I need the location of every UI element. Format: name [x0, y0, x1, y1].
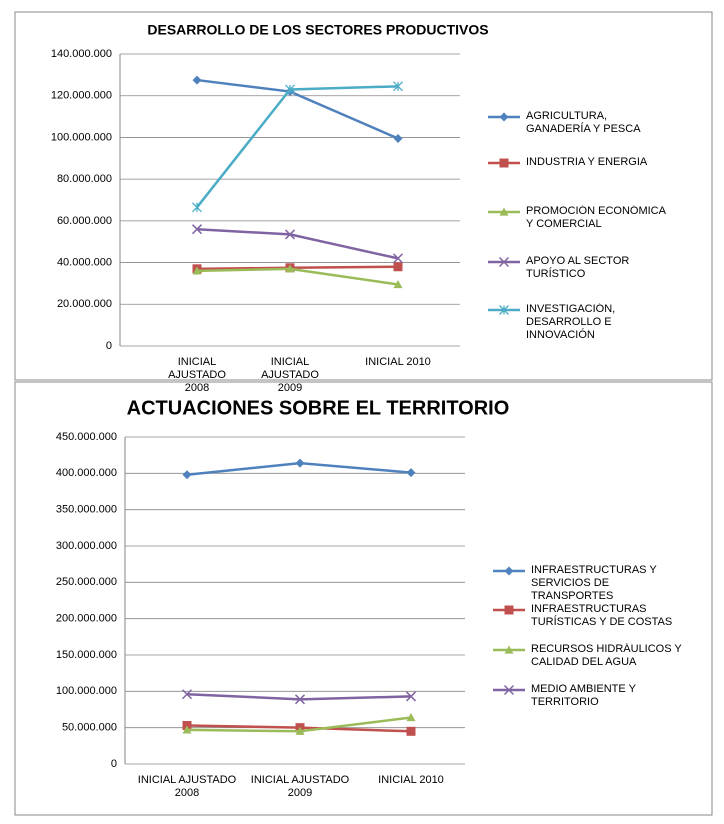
- x-tick-label: INICIAL AJUSTADO 2008: [168, 356, 226, 394]
- marker: [393, 81, 403, 92]
- legend-marker: [499, 158, 509, 168]
- y-tick-label: 20.000.000: [57, 298, 112, 310]
- y-tick-label: 120.000.000: [51, 90, 112, 102]
- legend-marker: [504, 605, 514, 615]
- chart-frame: [14, 11, 713, 381]
- legend-label-box: PROMOCIÓN ECONÓMICA Y COMERCIAL: [526, 205, 666, 230]
- chart-title: DESARROLLO DE LOS SECTORES PRODUCTIVOS: [147, 22, 488, 38]
- legend-label: PROMOCIÓN ECONÓMICA Y COMERCIAL: [526, 205, 666, 230]
- marker: [181, 689, 193, 700]
- marker: [295, 458, 305, 468]
- legend-marker: [503, 684, 515, 696]
- legend-marker: [504, 566, 514, 576]
- chart-title: ACTUACIONES SOBRE EL TERRITORIO: [127, 397, 510, 419]
- y-tick-label: 50.000.000: [62, 722, 117, 734]
- marker: [284, 229, 296, 240]
- x-tick-label-box: INICIAL AJUSTADO 2009: [261, 356, 319, 394]
- marker: [393, 262, 403, 272]
- marker: [295, 726, 305, 735]
- legend-label-box: INVESTIGACIÓN, DESARROLLO E INNOVACIÓN: [526, 303, 616, 341]
- legend-label-box: MEDIO AMBIENTE Y TERRITORIO: [531, 683, 636, 708]
- y-tick-label: 150.000.000: [56, 649, 117, 661]
- x-tick-label: INICIAL AJUSTADO 2009: [261, 356, 319, 394]
- marker: [191, 224, 203, 235]
- y-tick-label: 200.000.000: [56, 613, 117, 625]
- legend-label-box: INFRAESTRUCTURAS TURÍSTICAS Y DE COSTAS: [531, 603, 673, 628]
- legend-marker: [499, 112, 509, 122]
- x-tick-label-box: INICIAL AJUSTADO 2008: [168, 356, 226, 394]
- legend-label: INFRAESTRUCTURAS TURÍSTICAS Y DE COSTAS: [531, 603, 673, 628]
- marker: [192, 266, 202, 275]
- legend-label-box: AGRICULTURA, GANADERÍA Y PESCA: [526, 110, 641, 135]
- marker: [405, 691, 417, 702]
- y-tick-label: 250.000.000: [56, 576, 117, 588]
- marker: [406, 468, 416, 478]
- legend-marker: [499, 207, 509, 216]
- legend-label-box: RECURSOS HIDRÁULICOS Y CALIDAD DEL AGUA: [531, 643, 682, 668]
- marker: [285, 84, 295, 95]
- marker: [285, 264, 295, 273]
- x-tick-label: INICIAL 2010: [365, 356, 431, 368]
- marker: [294, 694, 306, 705]
- y-tick-label: 100.000.000: [56, 685, 117, 697]
- y-tick-label: 400.000.000: [56, 467, 117, 479]
- legend-label: MEDIO AMBIENTE Y TERRITORIO: [531, 683, 636, 708]
- legend-label: INVESTIGACIÓN, DESARROLLO E INNOVACIÓN: [526, 303, 616, 341]
- y-tick-label: 300.000.000: [56, 540, 117, 552]
- y-tick-label: 80.000.000: [57, 173, 112, 185]
- marker: [393, 279, 403, 289]
- legend-label: APOYO AL SECTOR TURÍSTICO: [526, 255, 630, 280]
- legend-marker: [499, 305, 509, 315]
- x-tick-label-box: INICIAL AJUSTADO 2009: [250, 774, 350, 799]
- legend-label-box: INDUSTRIA Y ENERGIA: [526, 156, 648, 168]
- legend-marker: [498, 256, 510, 268]
- marker: [393, 133, 403, 143]
- x-tick-label: INICIAL AJUSTADO 2009: [250, 774, 350, 799]
- chart-frame: [14, 381, 713, 816]
- marker: [392, 253, 404, 264]
- marker: [182, 725, 192, 734]
- y-tick-label: 0: [106, 340, 112, 352]
- legend-label: INFRAESTRUCTURAS Y SERVICIOS DE TRANSPOR…: [531, 564, 657, 602]
- y-tick-label: 100.000.000: [51, 131, 112, 143]
- x-tick-label-box: INICIAL 2010: [378, 774, 444, 786]
- marker: [182, 470, 192, 480]
- legend-label-box: APOYO AL SECTOR TURÍSTICO: [526, 255, 630, 280]
- marker: [192, 202, 202, 213]
- x-tick-label: INICIAL 2010: [378, 774, 444, 786]
- marker: [192, 75, 202, 85]
- y-tick-label: 60.000.000: [57, 215, 112, 227]
- marker: [406, 726, 416, 736]
- x-tick-label-box: INICIAL AJUSTADO 2008: [137, 774, 237, 799]
- legend-label-box: INFRAESTRUCTURAS Y SERVICIOS DE TRANSPOR…: [531, 564, 657, 602]
- x-tick-label: INICIAL AJUSTADO 2008: [137, 774, 237, 799]
- legend-label: RECURSOS HIDRÁULICOS Y CALIDAD DEL AGUA: [531, 643, 682, 668]
- legend-label: INDUSTRIA Y ENERGIA: [526, 156, 648, 168]
- y-tick-label: 450.000.000: [56, 431, 117, 443]
- y-tick-label: 40.000.000: [57, 256, 112, 268]
- x-tick-label-box: INICIAL 2010: [365, 356, 431, 368]
- y-tick-label: 350.000.000: [56, 504, 117, 516]
- y-tick-label: 140.000.000: [51, 48, 112, 60]
- y-tick-label: 0: [111, 758, 117, 770]
- legend-label: AGRICULTURA, GANADERÍA Y PESCA: [526, 110, 641, 135]
- legend-marker: [504, 645, 514, 654]
- marker: [406, 712, 416, 722]
